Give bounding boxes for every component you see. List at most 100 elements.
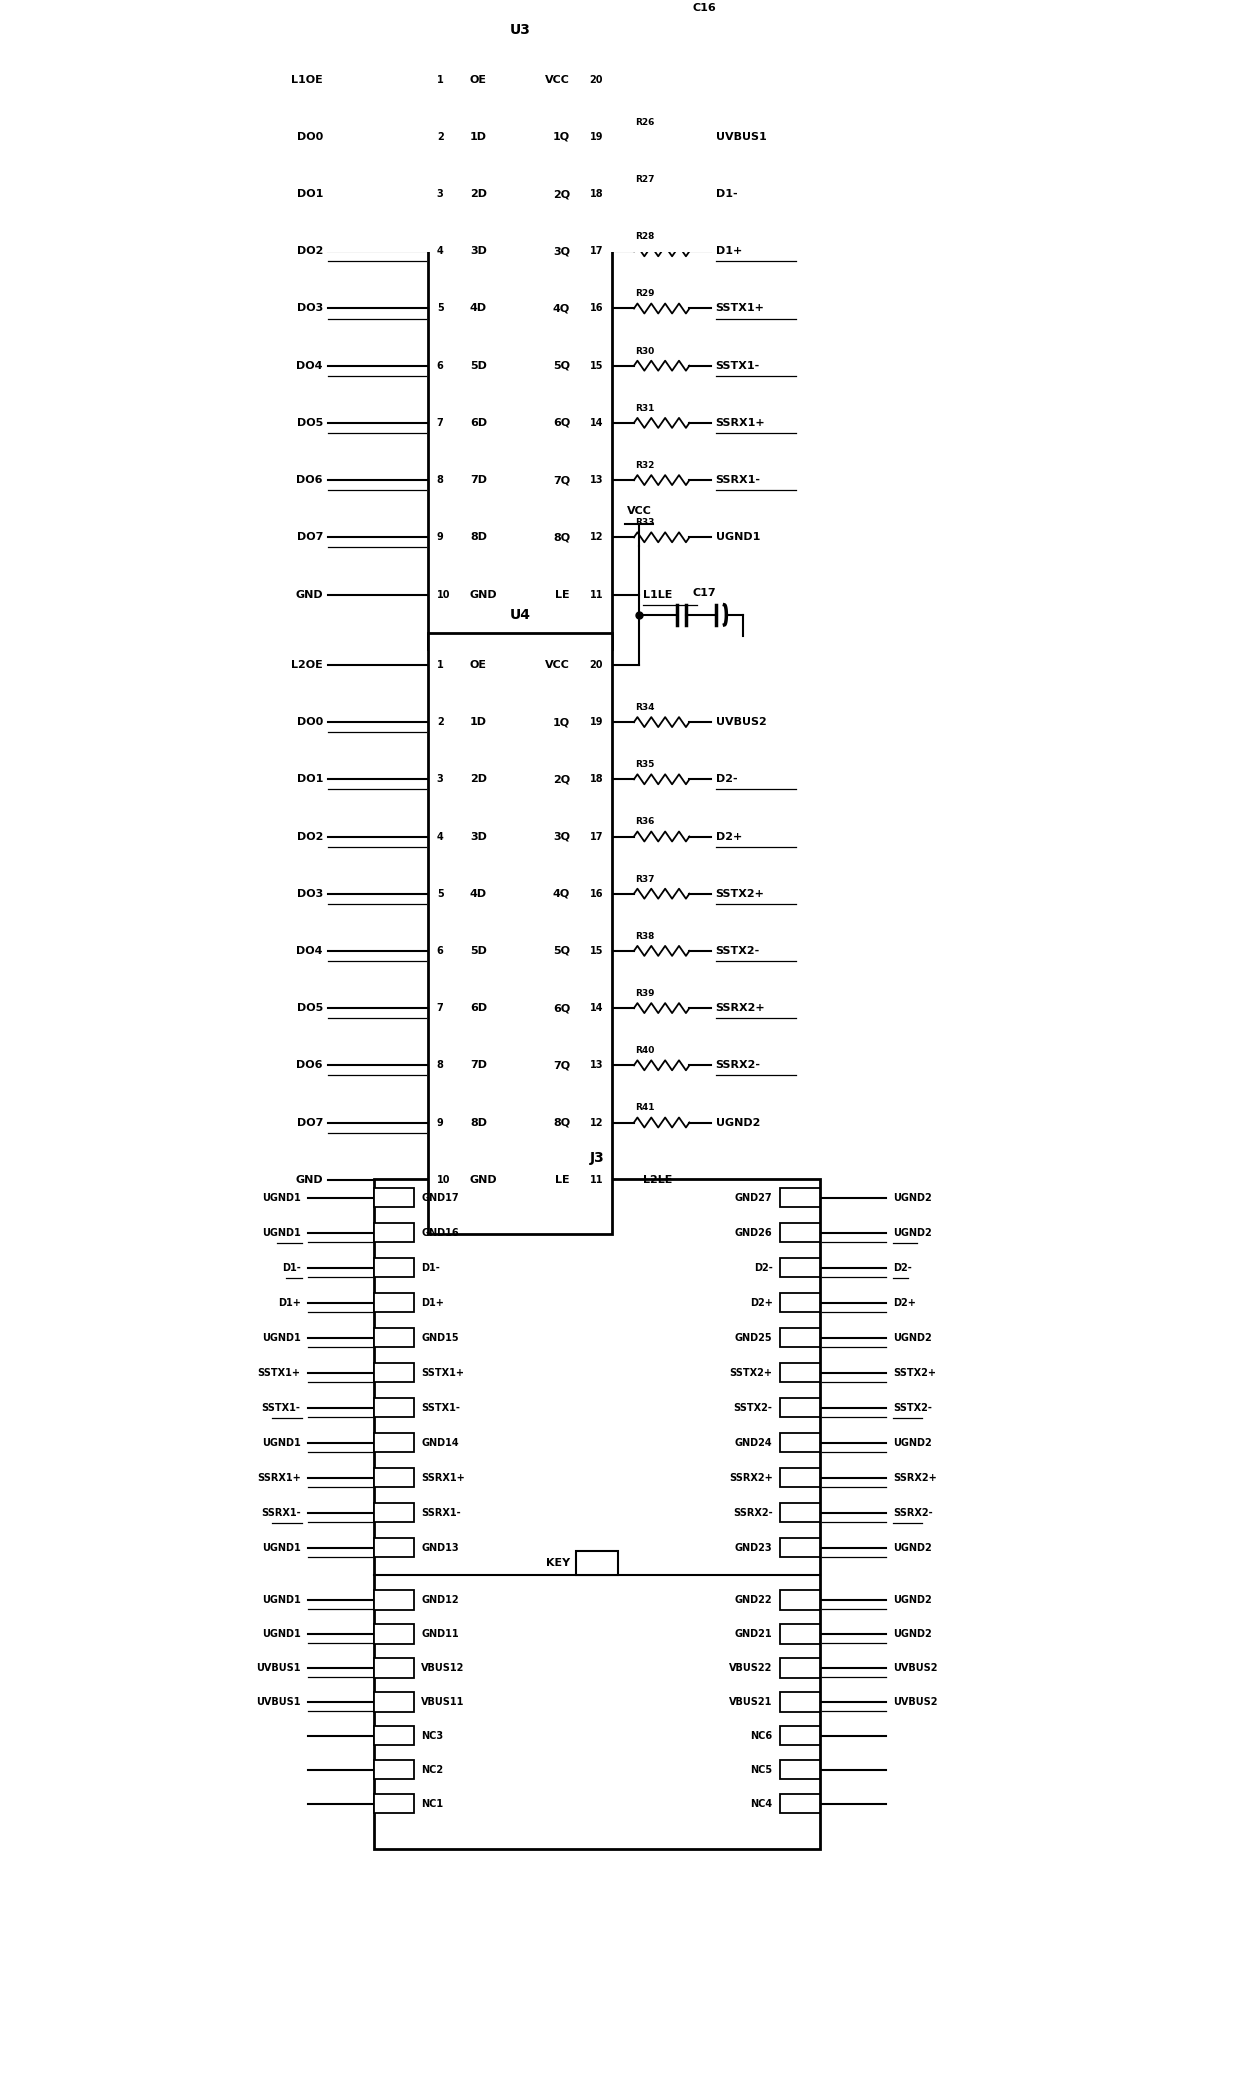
Bar xyxy=(780,1761,821,1780)
Text: 16: 16 xyxy=(590,304,603,314)
Text: DO6: DO6 xyxy=(296,476,322,484)
Text: UGND2: UGND2 xyxy=(894,1595,932,1606)
Text: SSTX2+: SSTX2+ xyxy=(729,1369,773,1377)
Text: DO1: DO1 xyxy=(296,773,322,784)
Text: SSRX1-: SSRX1- xyxy=(422,1507,461,1518)
Text: 17: 17 xyxy=(590,247,603,256)
Bar xyxy=(373,1398,414,1417)
Bar xyxy=(373,1258,414,1276)
Text: UVBUS2: UVBUS2 xyxy=(894,1698,937,1706)
Bar xyxy=(428,48,613,650)
Text: DO4: DO4 xyxy=(296,361,322,371)
Bar xyxy=(373,1293,414,1312)
Text: R35: R35 xyxy=(635,761,655,769)
Text: 1D: 1D xyxy=(470,717,487,727)
Text: B15: B15 xyxy=(791,1698,810,1706)
Text: 1: 1 xyxy=(436,660,444,671)
Text: SSRX2-: SSRX2- xyxy=(715,1061,760,1071)
Bar xyxy=(780,1624,821,1643)
Text: 2Q: 2Q xyxy=(553,773,570,784)
Text: 3: 3 xyxy=(436,189,444,199)
Text: 18: 18 xyxy=(589,189,603,199)
Text: R26: R26 xyxy=(635,117,655,128)
Text: A18: A18 xyxy=(384,1798,403,1809)
Text: D1-: D1- xyxy=(422,1262,440,1272)
Text: 4Q: 4Q xyxy=(553,889,570,899)
Text: 3: 3 xyxy=(436,773,444,784)
Text: B13: B13 xyxy=(791,1629,810,1639)
Text: B10: B10 xyxy=(791,1509,810,1518)
Bar xyxy=(373,1362,414,1383)
Text: 7Q: 7Q xyxy=(553,1061,570,1071)
Text: R36: R36 xyxy=(635,817,655,826)
Text: 17: 17 xyxy=(590,832,603,840)
Text: GND26: GND26 xyxy=(735,1228,773,1239)
Bar xyxy=(373,1503,414,1522)
Text: 3D: 3D xyxy=(470,247,487,256)
Text: DO3: DO3 xyxy=(296,889,322,899)
Text: B11: B11 xyxy=(791,1543,810,1553)
Text: D1+: D1+ xyxy=(422,1297,444,1308)
Text: R27: R27 xyxy=(635,176,655,184)
Text: SSTX1+: SSTX1+ xyxy=(422,1369,465,1377)
Text: GND27: GND27 xyxy=(735,1193,773,1203)
Bar xyxy=(780,1658,821,1677)
Text: J3: J3 xyxy=(590,1151,604,1165)
Bar xyxy=(780,1538,821,1557)
Text: A14: A14 xyxy=(384,1664,403,1673)
Text: UVBUS1: UVBUS1 xyxy=(255,1698,300,1706)
Text: D1+: D1+ xyxy=(715,247,742,256)
Text: GND: GND xyxy=(470,589,497,599)
Text: UGND2: UGND2 xyxy=(894,1333,932,1344)
Text: UGND1: UGND1 xyxy=(262,1595,300,1606)
Text: 2D: 2D xyxy=(470,189,487,199)
Text: L2LE: L2LE xyxy=(644,1174,672,1184)
Text: GND: GND xyxy=(295,1174,322,1184)
Text: VCC: VCC xyxy=(546,75,570,84)
Text: 7D: 7D xyxy=(470,476,487,484)
Bar xyxy=(780,1398,821,1417)
Text: B16: B16 xyxy=(791,1731,810,1740)
Text: NC1: NC1 xyxy=(422,1798,444,1809)
Text: 20: 20 xyxy=(590,75,603,84)
Text: A10: A10 xyxy=(384,1509,403,1518)
Bar xyxy=(373,1794,414,1813)
Text: 14: 14 xyxy=(590,1004,603,1012)
Text: 5Q: 5Q xyxy=(553,361,570,371)
Text: UVBUS2: UVBUS2 xyxy=(715,717,766,727)
Text: SSTX1-: SSTX1- xyxy=(422,1402,460,1413)
Bar xyxy=(373,1591,414,1610)
Text: 19: 19 xyxy=(590,717,603,727)
Text: GND12: GND12 xyxy=(422,1595,459,1606)
Text: UGND1: UGND1 xyxy=(262,1333,300,1344)
Text: A15: A15 xyxy=(384,1698,403,1706)
Text: A4: A4 xyxy=(388,1297,401,1308)
Text: SSRX1+: SSRX1+ xyxy=(715,417,765,428)
Text: DO6: DO6 xyxy=(296,1061,322,1071)
Bar xyxy=(780,1503,821,1522)
Text: UGND2: UGND2 xyxy=(715,1117,760,1128)
Text: 9: 9 xyxy=(436,1117,444,1128)
Text: SSRX1-: SSRX1- xyxy=(260,1507,300,1518)
Text: VBUS22: VBUS22 xyxy=(729,1662,773,1673)
Text: A1: A1 xyxy=(388,1193,401,1203)
Text: GND25: GND25 xyxy=(735,1333,773,1344)
Text: R28: R28 xyxy=(635,233,655,241)
Text: SSRX2-: SSRX2- xyxy=(733,1507,773,1518)
Bar xyxy=(780,1329,821,1348)
Text: L2OE: L2OE xyxy=(291,660,322,671)
Text: 4: 4 xyxy=(436,247,444,256)
Text: 6D: 6D xyxy=(470,417,487,428)
Text: UGND2: UGND2 xyxy=(894,1438,932,1448)
Text: SSRX2+: SSRX2+ xyxy=(715,1004,765,1012)
Text: GND: GND xyxy=(295,589,322,599)
Bar xyxy=(373,1538,414,1557)
Text: B3: B3 xyxy=(794,1264,806,1272)
Text: 4Q: 4Q xyxy=(553,304,570,314)
Text: D2-: D2- xyxy=(894,1262,913,1272)
Text: VCC: VCC xyxy=(546,660,570,671)
Text: 6: 6 xyxy=(436,361,444,371)
Text: 12: 12 xyxy=(590,532,603,543)
Bar xyxy=(780,1434,821,1453)
Text: VBUS21: VBUS21 xyxy=(729,1698,773,1706)
